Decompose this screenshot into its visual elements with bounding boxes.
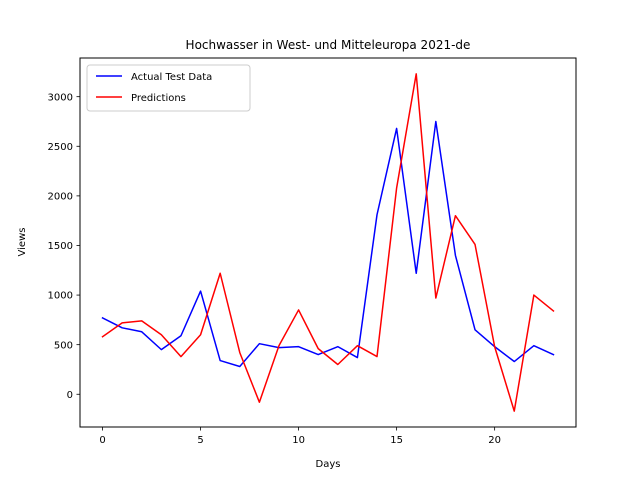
y-tick-label: 2000 bbox=[48, 191, 73, 202]
y-tick-label: 0 bbox=[67, 390, 73, 401]
y-tick-label: 500 bbox=[54, 340, 73, 351]
y-axis-label: Views bbox=[17, 228, 28, 257]
y-tick-label: 3000 bbox=[48, 92, 73, 103]
axes-frame bbox=[79, 57, 577, 428]
x-tick-label: 5 bbox=[197, 435, 203, 446]
x-tick-label: 20 bbox=[488, 435, 501, 446]
x-tick-label: 10 bbox=[292, 435, 305, 446]
legend-label: Actual Test Data bbox=[131, 72, 212, 83]
plot-area bbox=[101, 73, 555, 412]
y-tick-label: 2500 bbox=[48, 142, 73, 153]
legend-label: Predictions bbox=[131, 93, 186, 104]
series-line-1 bbox=[101, 120, 555, 368]
x-tick-label: 15 bbox=[390, 435, 403, 446]
x-tick-label: 0 bbox=[99, 435, 105, 446]
y-tick-label: 1000 bbox=[48, 291, 73, 302]
y-tick-label: 1500 bbox=[48, 241, 73, 252]
chart-title: Hochwasser in West- und Mitteleuropa 202… bbox=[186, 38, 471, 52]
x-axis-label: Days bbox=[316, 459, 341, 470]
series-line-2 bbox=[101, 73, 555, 412]
legend: Actual Test Data Predictions bbox=[86, 64, 251, 112]
axis-ticks: 0 5 10 15 20 0 500 1000 1500 2000 2500 3000 bbox=[48, 92, 501, 446]
legend-box bbox=[86, 64, 251, 112]
